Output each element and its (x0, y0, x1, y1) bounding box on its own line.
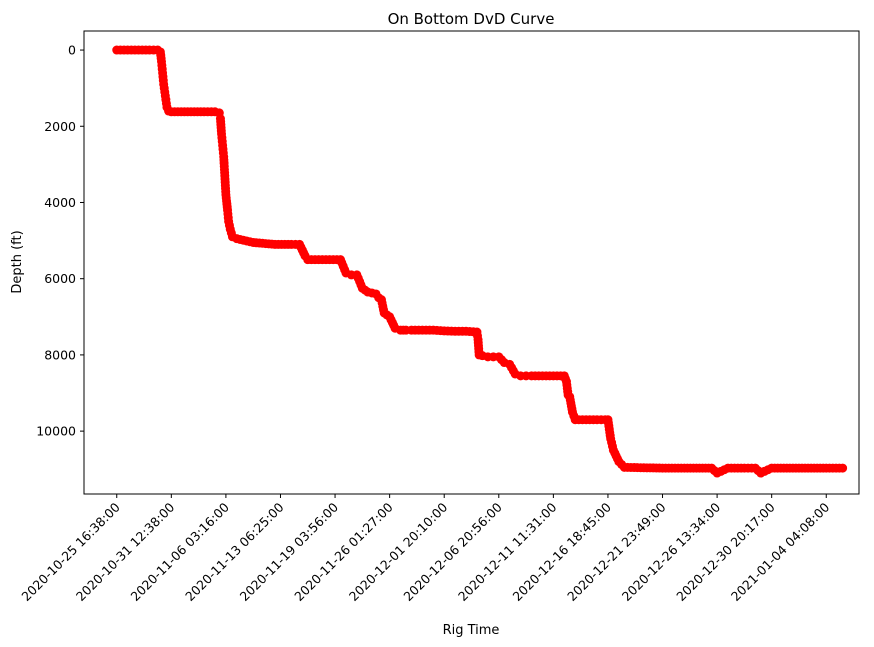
y-tick-label: 10000 (36, 424, 76, 439)
x-tick-label: 2020-11-13 06:25:00 (182, 499, 287, 604)
x-tick-label: 2020-10-25 16:38:00 (18, 499, 123, 604)
data-point (838, 463, 848, 473)
x-tick-label: 2020-10-31 12:38:00 (73, 499, 178, 604)
data-points (112, 45, 848, 478)
x-tick-label: 2020-12-16 18:45:00 (510, 499, 615, 604)
x-tick-label: 2020-11-19 03:56:00 (237, 499, 342, 604)
x-tick-label: 2020-11-06 03:16:00 (128, 499, 233, 604)
x-tick-label: 2021-01-04 04:08:00 (728, 499, 833, 604)
x-tick-label: 2020-11-26 01:27:00 (291, 499, 396, 604)
chart-title: On Bottom DvD Curve (388, 10, 555, 28)
y-axis-label: Depth (ft) (10, 230, 25, 293)
y-tick-label: 2000 (44, 119, 76, 134)
x-tick-label: 2020-12-26 13:34:00 (619, 499, 724, 604)
y-axis: 0 2000 4000 6000 8000 10000 (36, 43, 84, 439)
y-tick-label: 8000 (44, 347, 76, 362)
x-tick-label: 2020-12-11 11:31:00 (455, 499, 560, 604)
x-tick-label: 2020-12-30 20:17:00 (673, 499, 778, 604)
y-tick-label: 6000 (44, 271, 76, 286)
x-tick-label: 2020-12-21 23:49:00 (564, 499, 669, 604)
x-tick-label: 2020-12-06 20:56:00 (400, 499, 505, 604)
y-tick-label: 0 (68, 43, 76, 58)
x-axis-label: Rig Time (443, 623, 500, 638)
plot-frame (83, 30, 860, 495)
y-tick-label: 4000 (44, 195, 76, 210)
x-tick-label: 2020-12-01 20:10:00 (346, 499, 451, 604)
